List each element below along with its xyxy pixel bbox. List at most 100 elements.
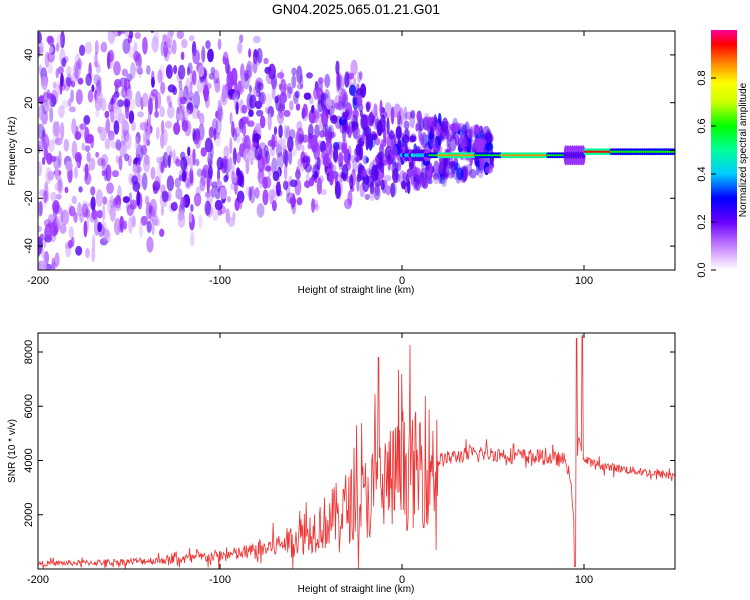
- spectrogram-cell: [362, 174, 370, 193]
- spectrogram-cell: [336, 180, 343, 196]
- spectrogram-cell: [456, 167, 464, 181]
- spectrogram-cell: [397, 111, 401, 125]
- spectrogram-cell: [107, 134, 115, 144]
- spectrogram-cell: [350, 154, 355, 164]
- spectrogram-cell: [53, 225, 58, 236]
- spectrogram-cell: [40, 75, 48, 90]
- spectrogram-cell: [376, 120, 383, 137]
- spectrogram-cell: [291, 148, 298, 156]
- spectrogram-cell: [71, 118, 77, 135]
- spectrogram-cell: [271, 200, 277, 212]
- spectrogram-cell: [333, 144, 341, 152]
- snr-frame: [37, 332, 676, 570]
- spectrogram-cell: [385, 184, 391, 196]
- spectrogram-cell: [243, 148, 251, 163]
- spectrogram-cell: [172, 86, 178, 96]
- spectrogram-cell: [58, 150, 62, 169]
- spectrogram-cell: [454, 122, 462, 131]
- spectrogram-cell: [276, 72, 285, 79]
- spectrogram-cell: [320, 189, 327, 196]
- spectrogram-cell: [357, 164, 366, 181]
- spectrogram-cell: [361, 133, 365, 142]
- spectrogram-cell: [259, 177, 264, 189]
- spectrogram-cell: [241, 104, 248, 114]
- spectrogram-cell: [289, 128, 296, 140]
- spectrogram-cell: [252, 35, 261, 44]
- spectrogram-cell: [119, 90, 127, 97]
- spectrogram-cell: [285, 149, 289, 160]
- spectrogram-cell: [382, 185, 387, 194]
- spectrogram-cell: [262, 176, 268, 189]
- spectrogram-cell: [252, 58, 258, 74]
- spectrogram-cell: [161, 190, 169, 203]
- spectrogram-cell: [314, 124, 320, 139]
- spectrogram-cell: [427, 175, 431, 184]
- spectrogram-cell: [271, 157, 278, 176]
- spectrogram-cell: [51, 257, 55, 270]
- spectrogram-cell: [316, 177, 323, 195]
- spectrogram-cell: [239, 99, 244, 114]
- spectrogram-cell: [243, 69, 249, 82]
- spectrogram-cell: [196, 168, 203, 178]
- spectrogram-cell: [150, 31, 155, 33]
- spectrogram-cell: [54, 80, 61, 87]
- spectrogram-xtick-label: -100: [209, 275, 231, 287]
- spectrogram-xtick-label: 100: [575, 275, 593, 287]
- spectrogram-cell: [212, 206, 219, 222]
- spectrogram-cell: [350, 114, 359, 128]
- spectrogram-cell: [221, 84, 226, 101]
- spectrogram-cell: [276, 152, 284, 170]
- spectrogram-cell: [120, 222, 124, 234]
- spectrogram-cell: [422, 178, 429, 190]
- spectrogram-cell: [440, 171, 448, 187]
- spectrogram-cell: [131, 215, 136, 228]
- spectrogram-cell: [419, 133, 425, 146]
- spectrogram-cell: [263, 144, 269, 158]
- spectrogram-cell: [289, 196, 297, 206]
- spectrogram-cell: [205, 40, 211, 50]
- spectrogram-cell: [348, 84, 357, 96]
- spectrogram-cell: [416, 110, 422, 122]
- spectrogram-cell: [135, 153, 142, 163]
- spectrogram-cell: [187, 146, 191, 157]
- spectrogram-cell: [410, 176, 415, 187]
- spectrogram-cell: [257, 82, 264, 91]
- spectrogram-cell: [159, 105, 165, 118]
- spectrogram-cell: [163, 41, 169, 58]
- spectrogram-cell: [351, 120, 356, 133]
- spectrogram-cell: [229, 164, 235, 180]
- spectrogram-cell: [379, 99, 383, 117]
- spectrogram-cell: [85, 247, 90, 259]
- spectrogram-cell: [63, 138, 70, 152]
- spectrogram-cell: [156, 21, 162, 29]
- spectrogram-cell: [213, 128, 217, 141]
- spectrogram-cell: [342, 111, 349, 119]
- spectrogram-cell: [365, 134, 369, 151]
- spectrogram-cell: [137, 111, 145, 118]
- spectrogram-cell: [311, 198, 316, 213]
- spectrogram-cell: [296, 166, 301, 175]
- spectrogram-cell: [419, 172, 427, 188]
- spectrogram-cell: [132, 181, 141, 193]
- spectrogram-cell: [123, 97, 131, 108]
- spectrogram-cell: [364, 193, 370, 201]
- spectrogram-cell: [175, 112, 184, 121]
- spectrogram-cell: [344, 71, 350, 88]
- spectrogram-cell: [160, 41, 165, 57]
- spectrogram-cell: [75, 89, 83, 105]
- spectrogram-cell: [189, 81, 193, 93]
- spectrogram-cell: [167, 105, 175, 119]
- spectrogram-cell: [343, 91, 348, 106]
- spectrogram-cell: [381, 162, 385, 174]
- spectrogram-cell: [52, 81, 57, 89]
- spectrogram-cell: [446, 129, 451, 139]
- spectrogram-cell: [319, 129, 326, 138]
- spectrogram-cell: [197, 64, 205, 78]
- spectrogram-cell: [67, 98, 72, 108]
- spectrogram-cell: [159, 64, 165, 82]
- spectrogram-cell: [157, 69, 163, 84]
- spectrogram-cell: [139, 121, 148, 131]
- spectrogram-cell: [153, 215, 160, 226]
- spectrogram-cell: [133, 50, 140, 62]
